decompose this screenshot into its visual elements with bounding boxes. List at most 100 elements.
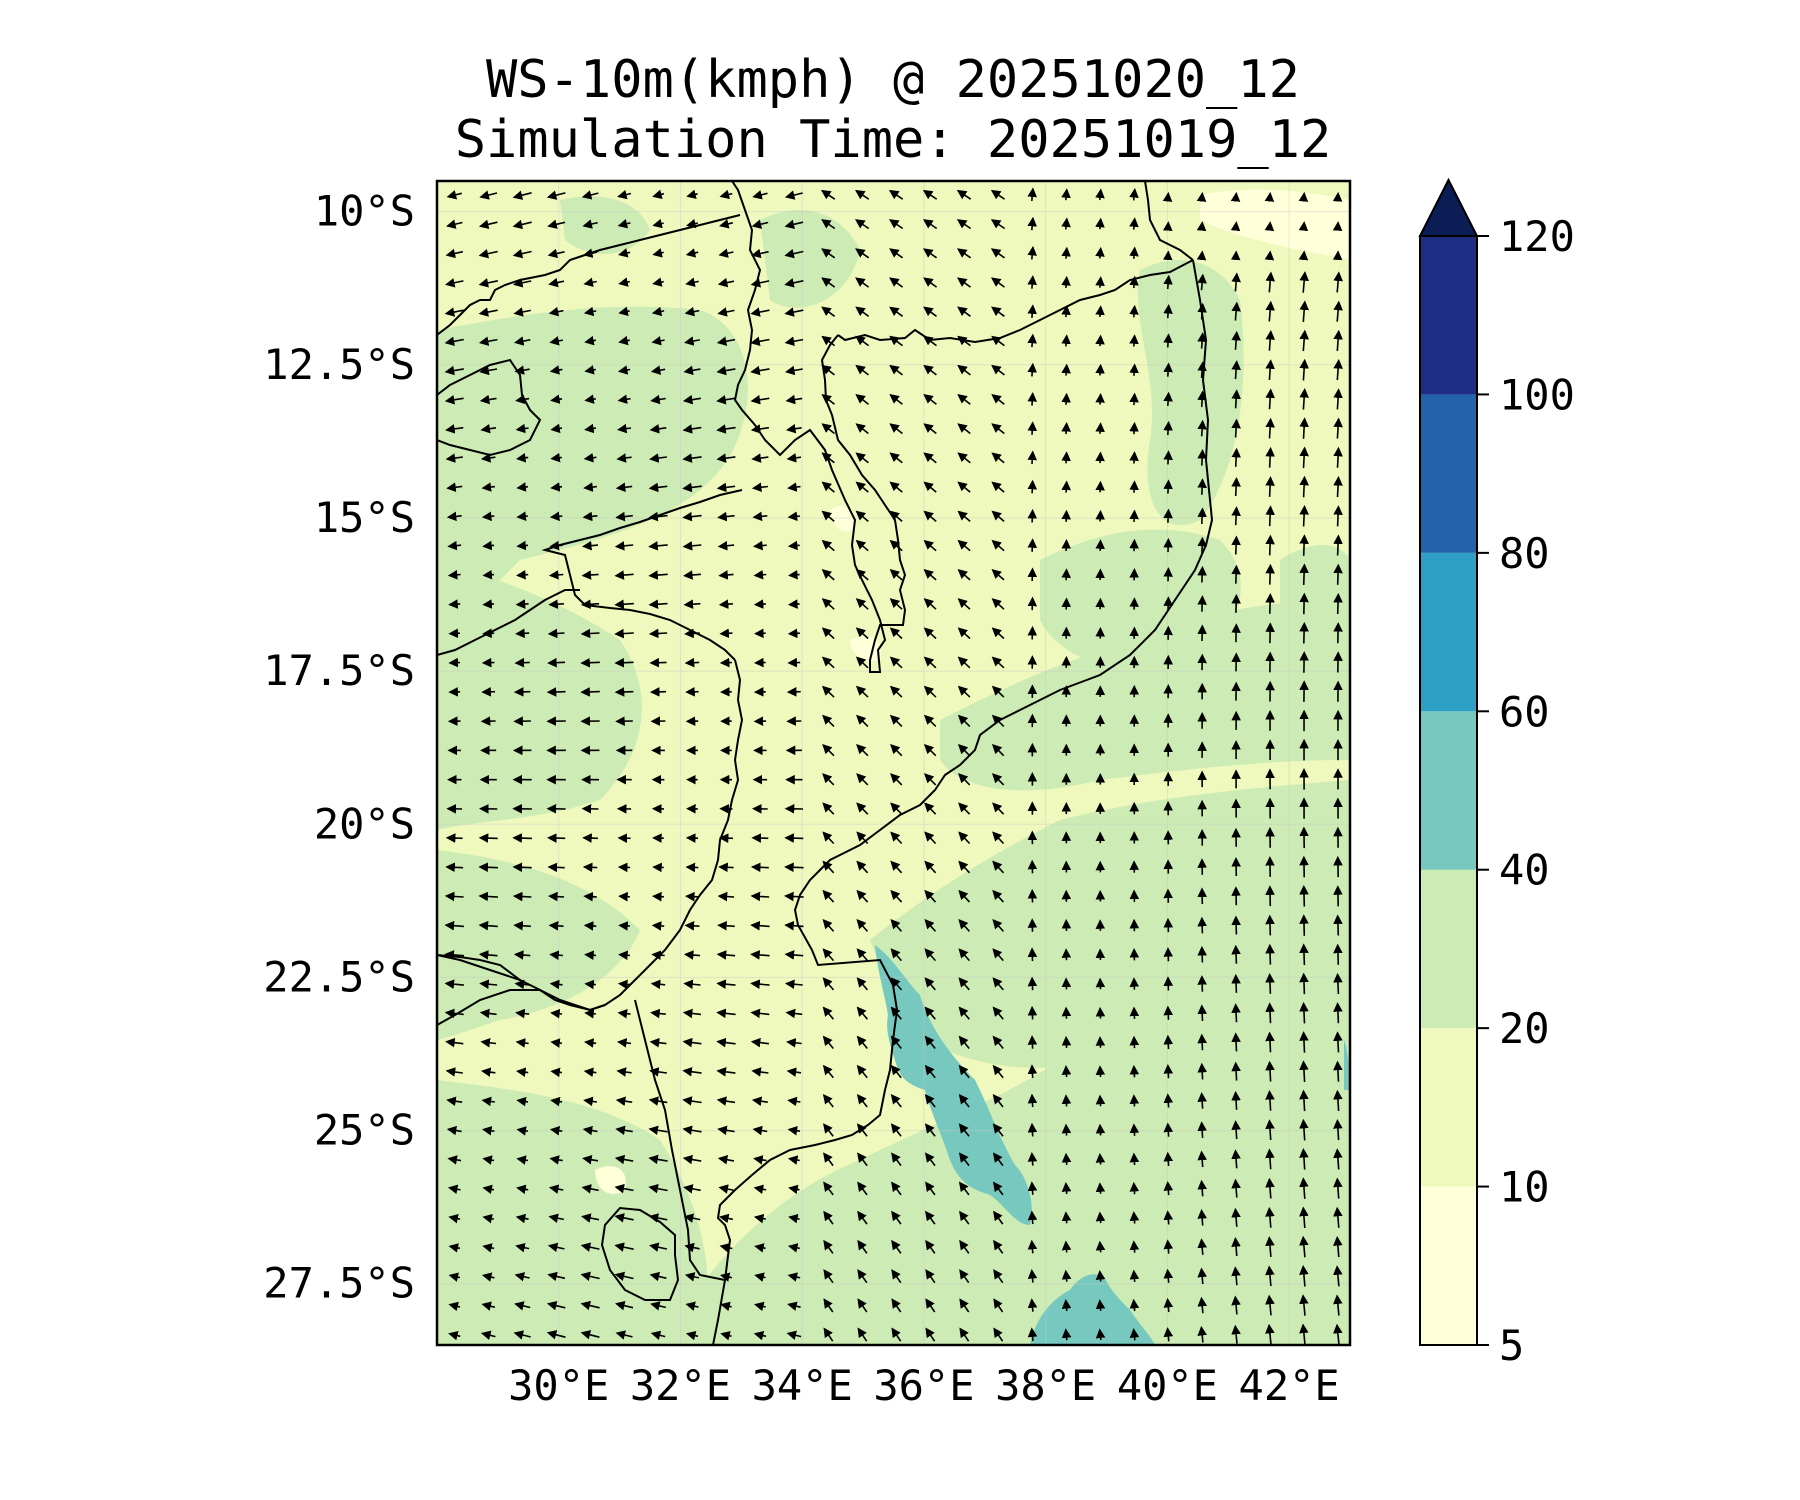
wind-arrow	[1095, 480, 1105, 493]
wind-arrow	[1333, 943, 1343, 965]
wind-arrow	[1129, 304, 1139, 318]
wind-arrow	[1265, 1031, 1275, 1053]
wind-arrow	[991, 539, 1005, 552]
wind-arrow	[446, 511, 462, 522]
wind-arrow	[787, 511, 801, 522]
wind-arrow	[821, 598, 835, 610]
wind-arrow	[855, 598, 869, 610]
wind-arrow	[856, 860, 869, 874]
wind-arrow	[857, 1239, 868, 1254]
wind-arrow	[617, 394, 631, 404]
wind-arrow	[1095, 393, 1105, 405]
wind-arrow	[1095, 363, 1105, 376]
wind-arrow	[1231, 915, 1241, 935]
wind-arrow	[1333, 1323, 1343, 1345]
wind-arrow	[889, 364, 903, 376]
wind-arrow	[1027, 1298, 1038, 1312]
wind-arrow	[855, 569, 869, 581]
wind-arrow	[1061, 275, 1071, 288]
wind-arrow	[618, 277, 630, 287]
wind-arrow	[716, 365, 736, 376]
wind-arrow	[512, 891, 532, 902]
wind-arrow	[822, 773, 835, 786]
wind-arrow	[481, 1067, 496, 1077]
wind-arrow	[992, 889, 1004, 903]
wind-arrow	[787, 1155, 800, 1165]
wind-arrow	[1299, 446, 1309, 469]
wind-arrow	[514, 1272, 530, 1282]
wind-arrow	[957, 627, 971, 640]
wind-arrow	[515, 423, 529, 434]
wind-arrow	[821, 569, 835, 581]
wind-arrow	[481, 1096, 495, 1107]
wind-arrow	[991, 394, 1005, 405]
wind-arrow	[549, 336, 564, 346]
wind-arrow	[444, 307, 464, 317]
colorbar-segment	[1420, 711, 1477, 870]
wind-arrow	[991, 773, 1005, 786]
wind-arrow	[924, 860, 937, 874]
wind-arrow	[448, 628, 461, 639]
wind-arrow	[548, 891, 565, 902]
wind-arrow	[1197, 1267, 1207, 1285]
wind-arrow	[615, 1300, 634, 1311]
wind-arrow	[651, 921, 665, 931]
wind-arrow	[1265, 563, 1275, 585]
wind-arrow	[957, 394, 971, 405]
wind-arrow	[1095, 1270, 1106, 1282]
wind-arrow	[992, 860, 1005, 874]
wind-arrow	[445, 248, 464, 259]
wind-arrow	[751, 248, 769, 259]
wind-arrow	[1095, 305, 1105, 317]
wind-arrow	[750, 307, 770, 317]
wind-arrow	[855, 423, 869, 435]
wind-arrow	[684, 1242, 700, 1253]
wind-arrow	[1163, 362, 1173, 377]
wind-arrow	[649, 424, 667, 434]
wind-arrow	[1197, 1238, 1207, 1255]
wind-arrow	[889, 335, 903, 347]
wind-arrow	[821, 306, 836, 317]
wind-arrow	[444, 891, 464, 902]
wind-arrow	[992, 831, 1005, 845]
wind-arrow	[1095, 188, 1105, 201]
wind-arrow	[958, 1123, 970, 1137]
chart-subtitle: Simulation Time: 20251019_12	[455, 110, 1332, 170]
wind-arrow	[447, 1155, 462, 1165]
wind-arrow	[1231, 1237, 1241, 1257]
wind-arrow	[856, 977, 869, 991]
wind-arrow	[513, 307, 531, 317]
wind-arrow	[857, 1327, 868, 1342]
wind-arrow	[1231, 1207, 1241, 1227]
wind-arrow	[614, 657, 634, 668]
wind-arrow	[716, 1096, 736, 1106]
wind-arrow	[546, 1330, 566, 1340]
wind-arrow	[513, 950, 531, 960]
wind-arrow	[580, 687, 600, 697]
wind-arrow	[1265, 1002, 1275, 1024]
wind-arrow	[478, 248, 498, 259]
wind-arrow	[1163, 391, 1173, 406]
wind-arrow	[957, 335, 971, 347]
wind-arrow	[719, 1243, 733, 1253]
wind-arrow	[751, 219, 769, 229]
wind-arrow	[1027, 1152, 1038, 1166]
wind-arrow	[481, 511, 495, 522]
wind-arrow	[1299, 884, 1309, 907]
border-south-africa-mozambique	[634, 999, 726, 1281]
wind-arrow	[717, 277, 735, 288]
wind-arrow	[855, 306, 870, 317]
wind-arrow	[1163, 1064, 1174, 1079]
wind-arrow	[1061, 246, 1071, 259]
wind-arrow	[583, 452, 597, 463]
wind-arrow	[1197, 419, 1207, 437]
wind-arrow	[549, 365, 563, 375]
wind-arrow	[891, 1327, 902, 1342]
wind-arrow	[785, 394, 803, 405]
wind-arrow	[582, 248, 598, 258]
wind-arrow	[685, 248, 699, 258]
lat-tick-label: 25°S	[314, 1106, 415, 1155]
wind-arrow	[512, 862, 532, 873]
wind-arrow	[1095, 217, 1105, 230]
wind-arrow	[992, 1006, 1004, 1020]
